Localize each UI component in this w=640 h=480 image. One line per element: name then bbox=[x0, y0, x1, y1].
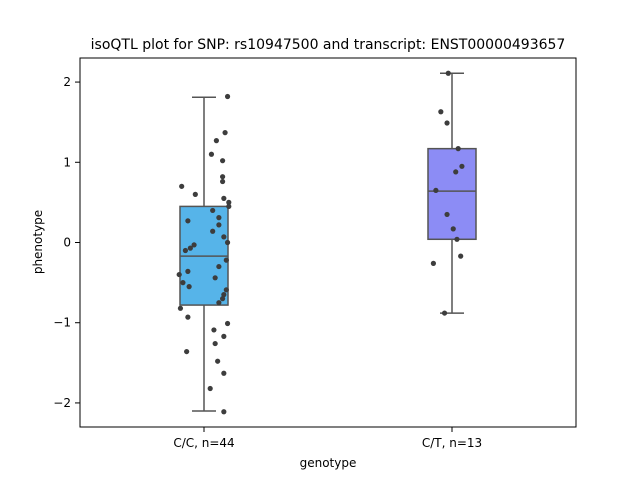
group-1-point bbox=[185, 268, 191, 274]
group-2-point bbox=[458, 253, 464, 259]
group-1-point bbox=[207, 385, 213, 392]
group-1-point bbox=[185, 314, 191, 320]
group-2-point bbox=[459, 163, 465, 169]
group-1-point bbox=[177, 305, 184, 311]
group-1-point bbox=[208, 151, 215, 157]
group-1-point bbox=[182, 247, 188, 254]
group-1-point bbox=[210, 207, 216, 214]
group-1-point bbox=[180, 280, 186, 286]
group-2-point bbox=[454, 236, 460, 242]
group-1-point bbox=[223, 257, 229, 263]
y-tick-label: 2 bbox=[63, 75, 71, 89]
x-axis-label: genotype bbox=[300, 456, 357, 470]
box-layer bbox=[179, 72, 477, 412]
y-tick-label: −1 bbox=[53, 316, 71, 330]
group-2-box bbox=[427, 147, 477, 241]
group-1-point bbox=[220, 158, 226, 164]
group-1-point bbox=[223, 287, 229, 293]
group-1-point bbox=[211, 327, 217, 333]
group-2-point bbox=[450, 226, 456, 232]
group-1-point bbox=[212, 340, 218, 347]
group-1-point bbox=[212, 275, 218, 281]
group-1-point bbox=[216, 263, 222, 270]
group-2-point bbox=[445, 70, 451, 76]
group-1-point bbox=[192, 191, 198, 197]
plot-frame bbox=[79, 57, 577, 428]
y-tick-label: 0 bbox=[63, 236, 71, 250]
x-axis: C/C, n=44 C/T, n=13 bbox=[173, 427, 482, 450]
group-1-point bbox=[176, 271, 182, 278]
group-1-point bbox=[210, 228, 216, 234]
x-tick-label: C/T, n=13 bbox=[422, 436, 482, 450]
group-1-point bbox=[184, 348, 190, 355]
group-1-point bbox=[224, 239, 231, 246]
group-1-point bbox=[221, 292, 227, 298]
x-tick-label: C/C, n=44 bbox=[173, 436, 234, 450]
group-1-point bbox=[224, 320, 231, 327]
group-1-point bbox=[222, 130, 228, 136]
group-1-point bbox=[224, 93, 231, 100]
group-1-point bbox=[221, 409, 227, 415]
group-1-point bbox=[220, 178, 226, 185]
group-1-point bbox=[216, 215, 222, 221]
group-2-point bbox=[430, 260, 436, 266]
group-1-point bbox=[221, 370, 227, 376]
group-1-point bbox=[226, 203, 232, 210]
group-1-point bbox=[226, 199, 232, 205]
group-1-point bbox=[220, 296, 226, 302]
y-tick-label: −2 bbox=[53, 396, 71, 410]
group-1-point bbox=[215, 358, 221, 364]
group-2-point bbox=[433, 187, 439, 193]
group-1-point bbox=[186, 284, 192, 290]
group-2-point bbox=[444, 211, 450, 218]
group-1-point bbox=[221, 195, 227, 201]
group-2-point bbox=[441, 310, 448, 316]
group-1-point bbox=[216, 222, 222, 228]
group-2-point bbox=[444, 120, 450, 126]
group-1-point bbox=[221, 333, 227, 339]
group-1-point bbox=[216, 300, 222, 306]
group-1-point bbox=[221, 234, 227, 240]
chart-title: isoQTL plot for SNP: rs10947500 and tran… bbox=[91, 37, 566, 53]
y-axis: −2 −1 0 1 2 bbox=[53, 75, 80, 410]
group-1-point bbox=[220, 174, 226, 180]
group-1-point bbox=[185, 218, 191, 224]
y-axis-label: phenotype bbox=[31, 210, 45, 274]
point-layer bbox=[176, 70, 465, 415]
group-2-point bbox=[453, 169, 459, 175]
group-2-point bbox=[438, 109, 444, 115]
group-1-point bbox=[187, 245, 193, 251]
group-2-point bbox=[455, 146, 461, 152]
group-1-point bbox=[179, 183, 185, 189]
group-1-point bbox=[213, 138, 219, 144]
group-1-point bbox=[191, 242, 197, 248]
y-tick-label: 1 bbox=[63, 155, 71, 169]
